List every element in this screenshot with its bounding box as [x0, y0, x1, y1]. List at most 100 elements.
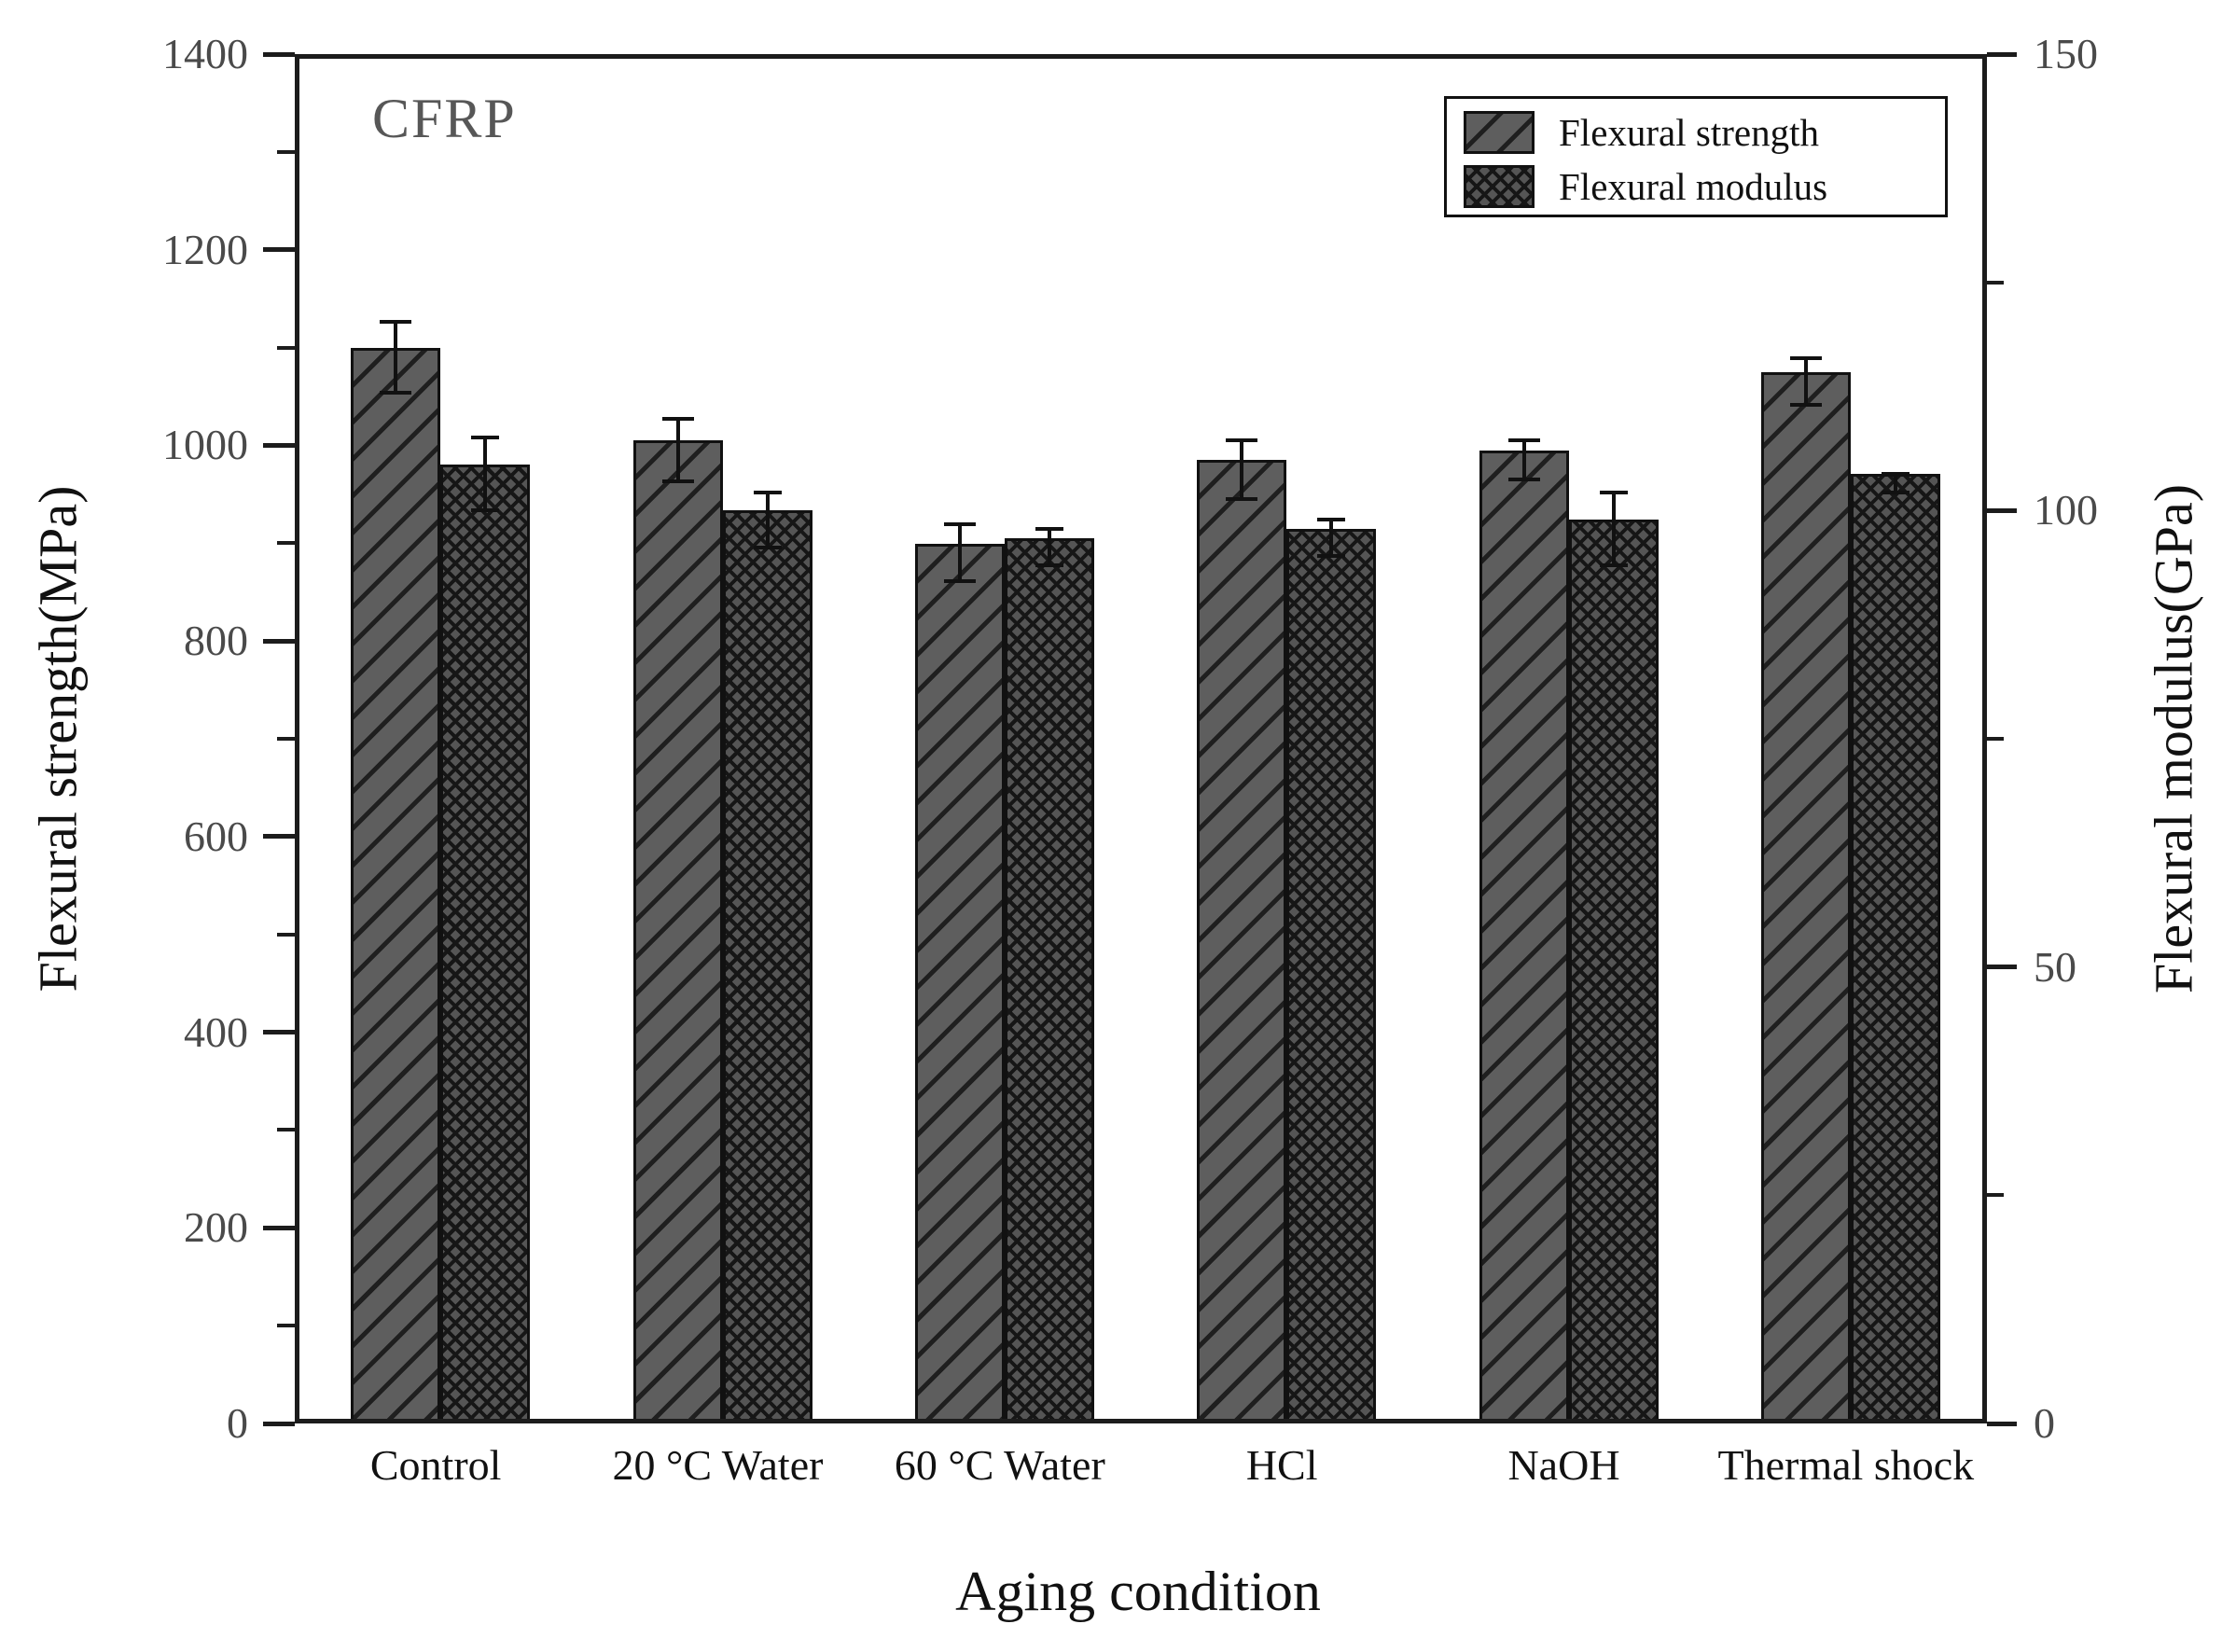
left-major-tick [263, 1030, 295, 1035]
right-axis-title: Flexural modulus(GPa) [2143, 483, 2204, 994]
error-bar-cap [1881, 472, 1910, 477]
error-bar-cap [943, 522, 976, 527]
error-bar-cap [1226, 496, 1258, 501]
error-bar [957, 524, 962, 581]
error-bar-cap [753, 545, 782, 549]
bar-flexural-modulus [1004, 537, 1094, 1419]
error-bar [1803, 357, 1808, 406]
left-minor-tick [277, 1324, 295, 1328]
error-bar [675, 418, 680, 481]
error-bar-cap [471, 436, 500, 440]
left-minor-tick [277, 149, 295, 154]
right-minor-tick [1987, 280, 2004, 285]
right-major-tick [1987, 51, 2017, 57]
left-minor-tick [277, 1128, 295, 1132]
error-bar-cap [1599, 490, 1628, 494]
left-major-tick [263, 247, 295, 253]
error-bar-cap [380, 390, 412, 395]
left-tick-label: 400 [184, 1007, 248, 1056]
right-minor-tick [1987, 1193, 2004, 1198]
error-bar-cap [1317, 554, 1346, 559]
error-bar [483, 437, 488, 511]
left-tick-label: 800 [184, 617, 248, 665]
bar-flexural-strength [1197, 460, 1287, 1419]
bar-flexural-modulus [1568, 520, 1659, 1419]
right-tick-label: 100 [2034, 486, 2098, 534]
error-bar-cap [380, 320, 412, 325]
left-major-tick [263, 834, 295, 840]
right-tick-label: 150 [2034, 30, 2098, 77]
left-tick-label: 600 [184, 812, 248, 860]
error-bar-cap [1881, 490, 1910, 494]
chart-title: CFRP [372, 88, 517, 149]
left-tick-label: 1200 [162, 225, 248, 273]
error-bar [1893, 474, 1897, 493]
right-major-tick [1987, 1421, 2017, 1426]
error-bar [1329, 520, 1334, 557]
bar-flexural-modulus [1286, 528, 1377, 1419]
error-bar-cap [1035, 563, 1063, 568]
right-minor-tick [1987, 737, 2004, 741]
x-axis-title: Aging condition [955, 1561, 1321, 1622]
right-tick-label: 50 [2034, 942, 2076, 991]
error-bar [765, 492, 770, 548]
left-axis-title: Flexural strength(MPa) [27, 485, 89, 993]
category-label: Control [369, 1441, 502, 1489]
bar-flexural-strength [1479, 450, 1569, 1419]
error-bar-cap [661, 416, 694, 421]
error-bar-cap [1226, 437, 1258, 442]
error-bar-cap [1317, 518, 1346, 522]
bar-flexural-strength [351, 347, 441, 1419]
error-bar [1240, 439, 1244, 499]
bar-flexural-strength [1760, 372, 1851, 1419]
plot-area: CFRP Flexural strength Flexural modulus [295, 54, 1987, 1423]
category-label: HCl [1245, 1441, 1318, 1489]
left-major-tick [263, 442, 295, 448]
left-major-tick [263, 51, 295, 57]
bar-flexural-strength [632, 440, 723, 1419]
error-bar [1611, 492, 1616, 566]
left-minor-tick [277, 737, 295, 741]
error-bar [1521, 439, 1526, 479]
error-bar-cap [1599, 563, 1628, 568]
error-bar-cap [1789, 355, 1822, 360]
category-label: 20 °C Water [612, 1441, 824, 1489]
left-minor-tick [277, 932, 295, 937]
category-label: NaOH [1507, 1441, 1620, 1489]
left-major-tick [263, 1421, 295, 1426]
error-bar-cap [943, 578, 976, 583]
left-minor-tick [277, 541, 295, 546]
legend-row-strength: Flexural strength [1447, 104, 1945, 160]
left-tick-label: 1000 [162, 421, 248, 469]
left-minor-tick [277, 345, 295, 350]
legend-swatch-cross-hatch [1464, 165, 1535, 208]
category-label: Thermal shock [1717, 1441, 1975, 1489]
category-label: 60 °C Water [894, 1441, 1105, 1489]
bar-flexural-modulus [1850, 474, 1940, 1419]
error-bar-cap [1035, 527, 1063, 531]
error-bar-cap [1789, 403, 1822, 408]
left-tick-label: 0 [227, 1399, 248, 1447]
legend-row-modulus: Flexural modulus [1447, 159, 1945, 215]
right-major-tick [1987, 965, 2017, 970]
legend: Flexural strength Flexural modulus [1444, 96, 1948, 217]
bar-flexural-modulus [722, 510, 812, 1419]
error-bar [1047, 529, 1051, 566]
left-tick-label: 1400 [162, 30, 248, 77]
legend-label-modulus: Flexural modulus [1559, 165, 1828, 208]
bar-flexural-strength [914, 543, 1005, 1419]
left-major-tick [263, 1225, 295, 1230]
error-bar-cap [1507, 437, 1540, 442]
error-bar-cap [471, 508, 500, 513]
error-bar-cap [753, 490, 782, 494]
bar-flexural-modulus [440, 465, 531, 1419]
legend-label-strength: Flexural strength [1559, 111, 1819, 154]
error-bar [394, 322, 398, 393]
right-tick-label: 0 [2034, 1399, 2055, 1447]
left-tick-label: 200 [184, 1203, 248, 1252]
legend-swatch-diagonal-hatch [1464, 111, 1535, 154]
right-major-tick [1987, 507, 2017, 513]
left-major-tick [263, 638, 295, 644]
error-bar-cap [1507, 477, 1540, 481]
